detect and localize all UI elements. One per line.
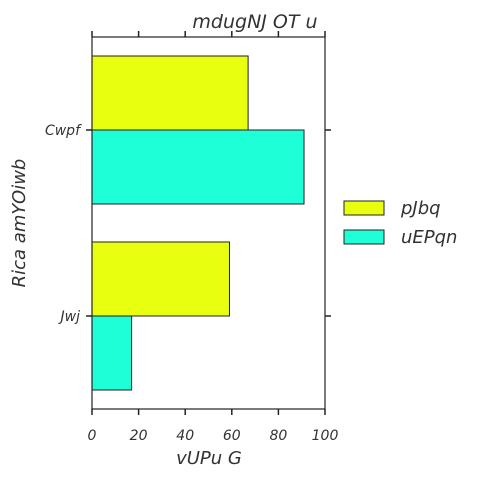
ticks: Cwpf Jwj 0 20 40 60 80 100 bbox=[45, 31, 338, 444]
x-tick-label-100: 100 bbox=[312, 428, 339, 444]
x-tick-label-40: 40 bbox=[176, 428, 194, 444]
x-tick-label-20: 20 bbox=[130, 428, 148, 444]
legend-swatch-uEPqn bbox=[343, 229, 385, 245]
x-tick-label-80: 80 bbox=[269, 428, 287, 444]
bar-pJbq-Jwj bbox=[91, 241, 230, 317]
x-tick-label-0: 0 bbox=[88, 428, 97, 444]
legend-label-pJbq: pJbq bbox=[400, 198, 441, 219]
bar-pJbq-Cwpf bbox=[91, 55, 249, 131]
legend: pJbq uEPqn bbox=[343, 198, 457, 248]
x-tick-label-60: 60 bbox=[223, 428, 241, 444]
plot-frame bbox=[91, 36, 326, 410]
bars bbox=[91, 55, 305, 391]
chart-title: mdugNJ OT u bbox=[192, 11, 317, 33]
x-axis-label: vUPu G bbox=[176, 448, 242, 469]
legend-swatch-pJbq bbox=[343, 200, 385, 216]
y-tick-label-Cwpf: Cwpf bbox=[45, 123, 82, 139]
bar-uEPqn-Cwpf bbox=[91, 129, 305, 205]
bar-uEPqn-Jwj bbox=[91, 315, 133, 391]
legend-label-uEPqn: uEPqn bbox=[401, 227, 457, 248]
y-tick-label-Jwj: Jwj bbox=[58, 309, 81, 325]
y-axis-label: Rica amYOiwb bbox=[9, 159, 30, 288]
